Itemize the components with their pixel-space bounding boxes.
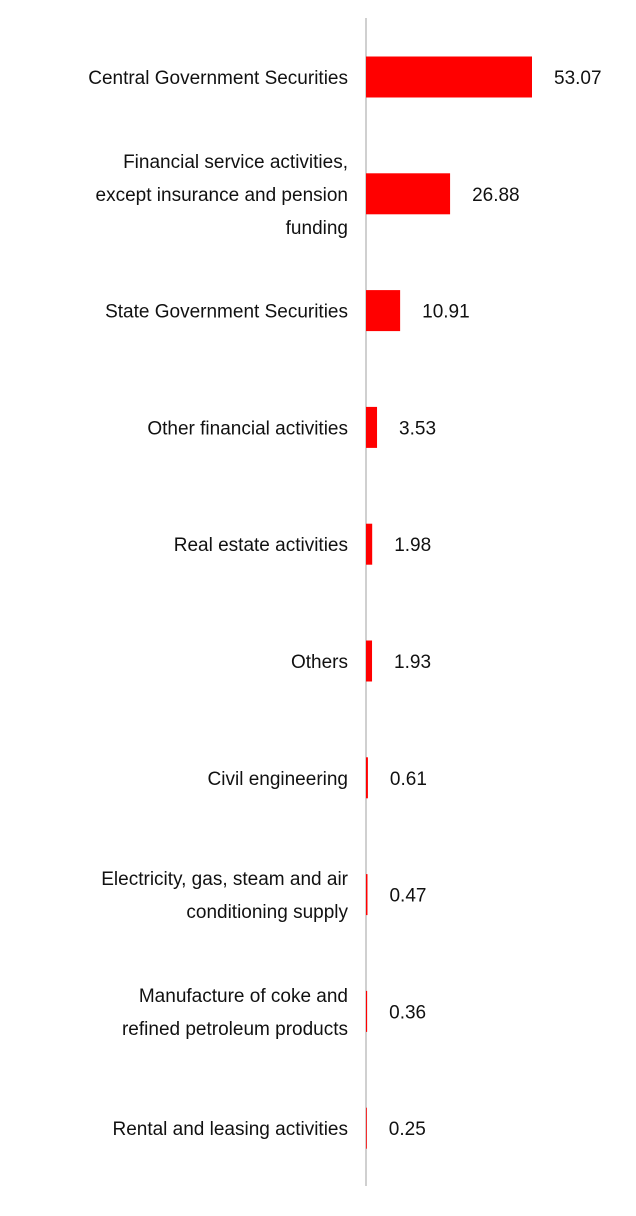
- value-label: 0.61: [390, 769, 427, 790]
- bar: [366, 56, 532, 98]
- value-label: 0.25: [389, 1119, 426, 1140]
- value-label: 0.47: [389, 886, 426, 907]
- category-label-line: Others: [291, 652, 348, 673]
- value-label: 1.98: [394, 535, 431, 556]
- bar: [366, 640, 373, 682]
- category-label: Central Government Securities: [88, 68, 348, 89]
- category-label-line: conditioning supply: [186, 902, 348, 923]
- category-label: Manufacture of coke and refined petroleum…: [122, 986, 348, 1040]
- category-labels-group: Central Government Securities Financial s…: [88, 68, 348, 1140]
- bar: [366, 406, 378, 448]
- value-label: 10.91: [422, 302, 470, 323]
- category-label-line: Central Government Securities: [88, 68, 348, 89]
- category-label: Real estate activities: [174, 535, 348, 556]
- bar: [366, 173, 451, 215]
- category-label: State Government Securities: [105, 302, 348, 323]
- value-label: 26.88: [472, 185, 520, 206]
- bars-group: [366, 56, 532, 1149]
- category-label-line: Electricity, gas, steam and air: [101, 869, 348, 890]
- category-label-line: Other financial activities: [147, 418, 348, 439]
- category-label-line: except insurance and pension: [96, 185, 348, 206]
- bar: [366, 523, 373, 565]
- value-label: 0.36: [389, 1002, 426, 1023]
- bar: [366, 1107, 367, 1149]
- category-label-line: refined petroleum products: [122, 1019, 348, 1040]
- category-label: Others: [291, 652, 348, 673]
- category-label-line: State Government Securities: [105, 302, 348, 323]
- bar: [366, 290, 401, 332]
- category-label: Electricity, gas, steam and air condition…: [101, 869, 348, 923]
- value-label: 1.93: [394, 652, 431, 673]
- value-label: 3.53: [399, 418, 436, 439]
- category-label-line: Real estate activities: [174, 535, 348, 556]
- category-label: Civil engineering: [208, 769, 348, 790]
- bar: [366, 757, 368, 799]
- category-label: Other financial activities: [147, 418, 348, 439]
- bar: [366, 874, 368, 916]
- category-label-line: Manufacture of coke and: [139, 986, 348, 1007]
- category-label: Financial service activities, except insu…: [96, 152, 348, 239]
- category-label: Rental and leasing activities: [112, 1119, 348, 1140]
- category-label-line: Civil engineering: [208, 769, 348, 790]
- category-label-line: Rental and leasing activities: [112, 1119, 348, 1140]
- category-label-line: funding: [286, 218, 348, 239]
- value-label: 53.07: [554, 68, 602, 89]
- value-labels-group: 53.07 26.88 10.91 3.53 1.98 1.93 0.61 0.47 0.36 0…: [389, 68, 602, 1140]
- bar: [366, 990, 368, 1032]
- category-label-line: Financial service activities,: [123, 152, 348, 173]
